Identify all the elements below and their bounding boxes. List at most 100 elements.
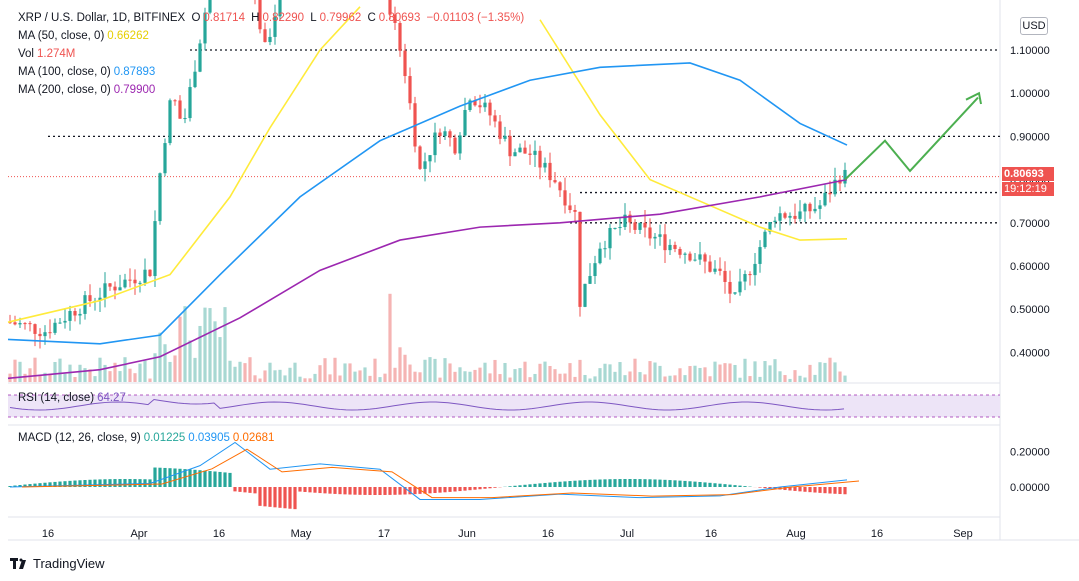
macd-hist-bar — [403, 487, 407, 495]
macd-hist-bar — [378, 487, 382, 495]
vol-legend[interactable]: Vol 1.274M — [18, 46, 78, 62]
macd-hist-bar — [523, 484, 527, 487]
volume-bar — [443, 358, 447, 382]
time-axis-label: 16 — [871, 528, 883, 540]
macd-hist-bar — [658, 479, 662, 487]
volume-bar — [808, 364, 812, 382]
price-axis-label: 0.70000 — [1010, 218, 1050, 230]
candle-body — [723, 270, 727, 282]
volume-bar — [408, 364, 412, 382]
time-axis-label: 16 — [705, 528, 717, 540]
high-value: 0.82290 — [262, 12, 305, 24]
low-value: 0.79962 — [319, 12, 362, 24]
volume-bar — [128, 368, 132, 382]
macd-hist-bar — [423, 487, 427, 494]
ma200-value: 0.79900 — [113, 84, 156, 96]
volume-bar — [263, 370, 267, 382]
macd-hist-bar — [58, 481, 62, 487]
candle-body — [548, 162, 552, 181]
volume-bar — [388, 293, 392, 382]
candle-body — [178, 100, 182, 119]
candle-body — [818, 205, 822, 209]
ma50-value: 0.66262 — [107, 30, 149, 42]
candle-body — [478, 105, 482, 108]
volume-bar — [303, 378, 307, 382]
volume-bar — [118, 371, 122, 382]
time-axis-label: Jul — [620, 528, 634, 540]
macd-hist-bar — [373, 487, 377, 495]
ma100-legend[interactable]: MA (100, close, 0) 0.87893 — [18, 64, 158, 80]
volume-bar — [768, 365, 772, 382]
macd-hist-bar — [83, 480, 87, 487]
volume-bar — [248, 357, 252, 382]
candle-body — [148, 269, 152, 277]
candle-body — [73, 311, 77, 316]
change-value: −0.01103 (−1.35%) — [426, 12, 525, 24]
macd-hist-bar — [188, 469, 192, 487]
macd-hist-bar — [608, 479, 612, 487]
macd-hist-bar — [238, 487, 242, 492]
candle-body — [503, 135, 507, 139]
currency-button[interactable]: USD — [1020, 17, 1048, 35]
macd-hist-bar — [683, 480, 687, 487]
volume-bar — [258, 378, 262, 382]
rsi-legend[interactable]: RSI (14, close) 64.27 — [18, 390, 129, 406]
volume-bar — [208, 308, 212, 382]
volume-bar — [773, 359, 777, 382]
candle-body — [693, 259, 697, 261]
volume-bar — [793, 370, 797, 382]
volume-bar — [518, 368, 522, 382]
candle-body — [513, 152, 517, 157]
candle-body — [533, 150, 537, 155]
last-price-tag: 0.80693 — [1002, 167, 1054, 181]
candle-body — [58, 322, 62, 324]
macd-hist-bar — [278, 487, 282, 508]
time-axis-label: Sep — [953, 528, 973, 540]
volume-bar — [133, 373, 137, 382]
volume-bar — [38, 374, 42, 382]
candle-body — [138, 282, 142, 284]
price-axis-label: 1.10000 — [1010, 45, 1050, 57]
macd-hist-bar — [333, 487, 337, 494]
volume-bar — [658, 365, 662, 382]
macd-hist-bar — [553, 482, 557, 487]
macd-hist-bar — [708, 482, 712, 487]
macd-hist-bar — [338, 487, 342, 495]
ma100-value: 0.87893 — [113, 66, 156, 78]
macd-hist-bar — [698, 482, 702, 487]
volume-bar — [428, 357, 432, 382]
macd-hist-bar — [38, 483, 42, 487]
macd-legend[interactable]: MACD (12, 26, close, 9) 0.01225 0.03905 0.0… — [18, 430, 277, 446]
macd-hist-bar — [583, 480, 587, 487]
time-axis-label: 16 — [213, 528, 225, 540]
high-label: H — [251, 12, 260, 24]
volume-bar — [678, 368, 682, 382]
tradingview-logo[interactable]: TradingView — [10, 556, 105, 571]
close-label: C — [367, 12, 376, 24]
candle-body — [638, 222, 642, 230]
candle-body — [583, 283, 587, 307]
volume-bar — [333, 357, 337, 382]
ma200-legend[interactable]: MA (200, close, 0) 0.79900 — [18, 82, 158, 98]
candle-body — [488, 102, 492, 116]
macd-hist-bar — [113, 479, 117, 487]
candle-body — [518, 147, 522, 153]
volume-bar — [783, 375, 787, 382]
ma50-line — [7, 6, 361, 323]
volume-bar — [233, 366, 237, 382]
ma50-legend[interactable]: MA (50, close, 0) 0.66262 — [18, 28, 152, 44]
candle-body — [698, 254, 702, 260]
candle-body — [393, 14, 397, 23]
macd-hist-bar — [743, 486, 747, 487]
rsi-value: 64.27 — [97, 392, 126, 404]
macd-hist-bar — [293, 487, 297, 510]
macd-hist-bar — [353, 487, 357, 495]
volume-bar — [223, 307, 227, 382]
volume-bar — [578, 359, 582, 382]
volume-bar — [218, 337, 222, 382]
macd-hist-bar — [283, 487, 287, 509]
price-axis-label: 0.90000 — [1010, 131, 1050, 143]
macd-hist-bar — [108, 479, 112, 487]
macd-label: MACD (12, 26, close, 9) — [18, 432, 141, 444]
